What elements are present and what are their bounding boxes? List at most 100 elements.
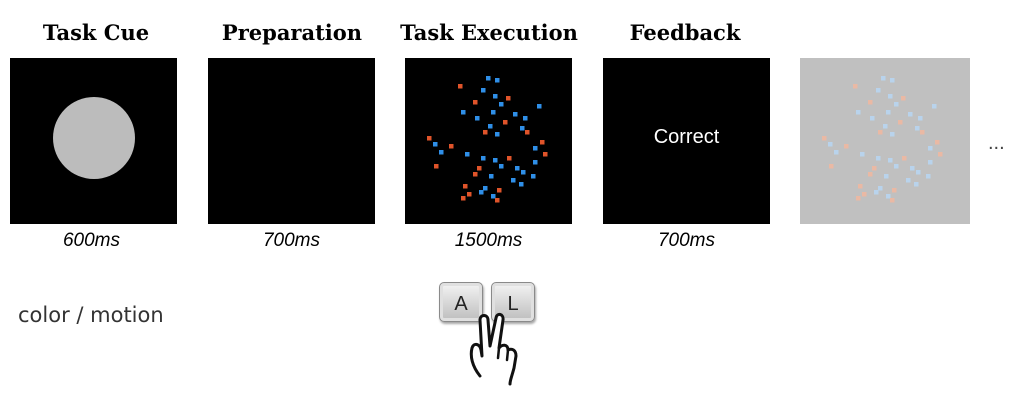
stimulus-dot [910,166,915,171]
stage-title-task-execution: Task Execution [400,20,578,45]
stimulus-dot [495,78,500,83]
stimulus-dot [434,164,439,169]
duration-feedback: 700ms [657,230,716,251]
stimulus-dot [483,186,488,191]
stimulus-dot [870,116,875,121]
task-execution-panel [405,58,572,224]
stimulus-dot [853,84,858,89]
stimulus-dot [473,172,478,177]
stimulus-dot [892,188,897,193]
stimulus-dot [908,112,913,117]
stimulus-dot [844,144,849,149]
stimulus-dot [533,160,538,165]
stimulus-dot [884,174,889,179]
stimulus-dot [491,110,496,115]
stimulus-dot [543,152,548,157]
stimulus-dot [834,150,839,155]
stimulus-dot [507,156,512,161]
task-cue-panel [10,58,177,224]
stimulus-dot [486,76,491,81]
stimulus-dot [918,116,923,121]
stimulus-dot [483,130,488,135]
stimulus-dot [495,132,500,137]
duration-task-cue: 600ms [62,230,121,251]
stimulus-dot [519,182,524,187]
stimulus-dot [915,126,920,131]
faded-dot-field [822,76,943,203]
stimulus-dot [856,196,861,201]
stimulus-dot [928,146,933,151]
stimulus-dot [901,96,906,101]
stimulus-dot [829,164,834,169]
stimulus-dot [886,110,891,115]
stimulus-dot [886,194,891,199]
stage-title-preparation: Preparation [221,20,363,45]
feedback-text: Correct [653,126,720,148]
stimulus-dot [467,192,472,197]
stimulus-dot [493,94,498,99]
stimulus-dot [477,166,482,171]
cue-circle-graphic [53,97,135,179]
stimulus-dot [481,156,486,161]
stimulus-dot [511,178,516,183]
stimulus-dot [878,186,883,191]
stimulus-dot [533,146,538,151]
hand-pressing-icon [469,312,518,386]
stimulus-dot [488,124,493,129]
stimulus-dot [481,88,486,93]
key-l-label: L [507,293,519,315]
duration-task-execution: 1500ms [454,230,523,251]
stimulus-dot [890,78,895,83]
stimulus-dot [495,198,500,203]
stimulus-dot [433,142,438,147]
next-trial-panel [800,58,970,224]
stimulus-dot [868,100,873,105]
stimulus-dot [531,174,536,179]
stimulus-dot [874,190,879,195]
stimulus-dot [858,184,863,189]
stimulus-dot [458,84,463,89]
stimulus-dot [906,178,911,183]
stimulus-dot [461,110,466,115]
stimulus-dot [465,152,470,157]
stimulus-dot [427,136,432,141]
stimulus-dot [898,120,903,125]
stimulus-dot [916,170,921,175]
stimulus-dot [525,130,530,135]
duration-preparation: 700ms [262,230,321,251]
stimulus-dot [503,120,508,125]
stage-title-task-cue: Task Cue [42,20,150,45]
stimulus-dot [520,126,525,131]
stimulus-dot [461,196,466,201]
stimulus-dot [523,116,528,121]
stimulus-dot [856,110,861,115]
stimulus-dot [515,166,520,171]
stimulus-dot [491,194,496,199]
stimulus-dot [868,172,873,177]
stimulus-dot [928,160,933,165]
stimulus-dot [888,158,893,163]
stimulus-dot [872,166,877,171]
stimulus-dot [914,182,919,187]
stimulus-dot [521,170,526,175]
continuation-ellipsis: ... [988,132,1005,154]
stimulus-dot [902,156,907,161]
stimulus-dot [499,102,504,107]
feedback-panel: Correct [603,58,770,224]
cue-circle [53,97,135,179]
stimulus-dot [862,192,867,197]
stimulus-dot [878,130,883,135]
stimulus-dot [822,136,827,141]
stimulus-dot [894,102,899,107]
key-a: A [439,282,483,322]
stimulus-dot [890,132,895,137]
preparation-panel [208,58,375,224]
dot-field [427,76,548,203]
stimulus-dot [513,112,518,117]
stage-title-feedback: Feedback [629,20,741,45]
stimulus-dot [890,198,895,203]
stimulus-dot [860,152,865,157]
stimulus-dot [439,150,444,155]
cue-label: color / motion [18,303,164,327]
stimulus-dot [506,96,511,101]
